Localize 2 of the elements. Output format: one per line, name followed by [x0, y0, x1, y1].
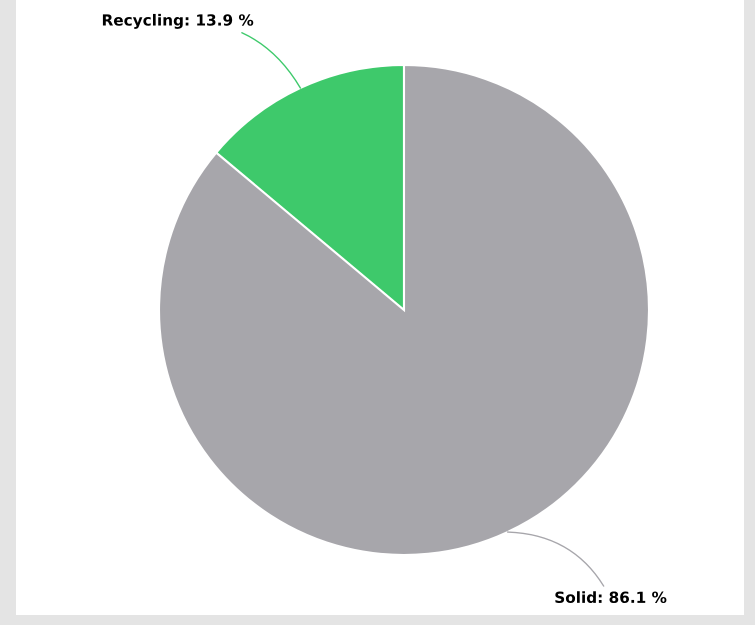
- slice-label: Recycling: 13.9 %: [102, 14, 254, 29]
- slice-label: Solid: 86.1 %: [555, 591, 666, 604]
